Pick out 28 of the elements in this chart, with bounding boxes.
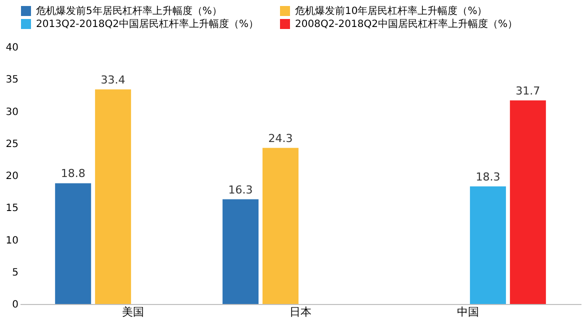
y-tick-label: 0 [12,300,18,310]
x-tick-label: 美国 [122,306,144,318]
y-tick-label: 20 [6,171,18,182]
y-tick-label: 40 [6,42,18,54]
bar [470,186,506,304]
data-label: 33.4 [100,73,126,86]
y-tick-label: 15 [6,203,18,214]
bar [510,100,546,304]
y-tick-label: 10 [6,235,18,246]
bar [55,183,92,304]
legend-label: 2013Q2-2018Q2中国居民杠杆率上升幅度（%） [36,18,258,30]
data-label: 18.8 [60,167,86,180]
y-tick-label: 30 [6,106,18,118]
data-label: 31.7 [516,84,540,98]
y-tick-label: 5 [12,267,18,278]
y-tick-label: 35 [6,74,18,86]
legend-label: 危机爆发前10年居民杠杆率上升幅度（%） [295,5,488,17]
legend-label: 危机爆发前5年居民杠杆率上升幅度（%） [36,5,222,17]
data-label: 16.3 [228,183,253,196]
legend-label: 2008Q2-2018Q2中国居民杠杆率上升幅度（%） [295,18,518,30]
bar [95,89,132,304]
bar [222,199,259,304]
x-tick-label: 日本 [290,306,312,318]
bar [262,148,299,304]
data-label: 24.3 [268,132,293,145]
data-label: 18.3 [476,170,500,184]
y-tick-label: 25 [6,138,18,150]
x-tick-label: 中国 [456,306,479,318]
